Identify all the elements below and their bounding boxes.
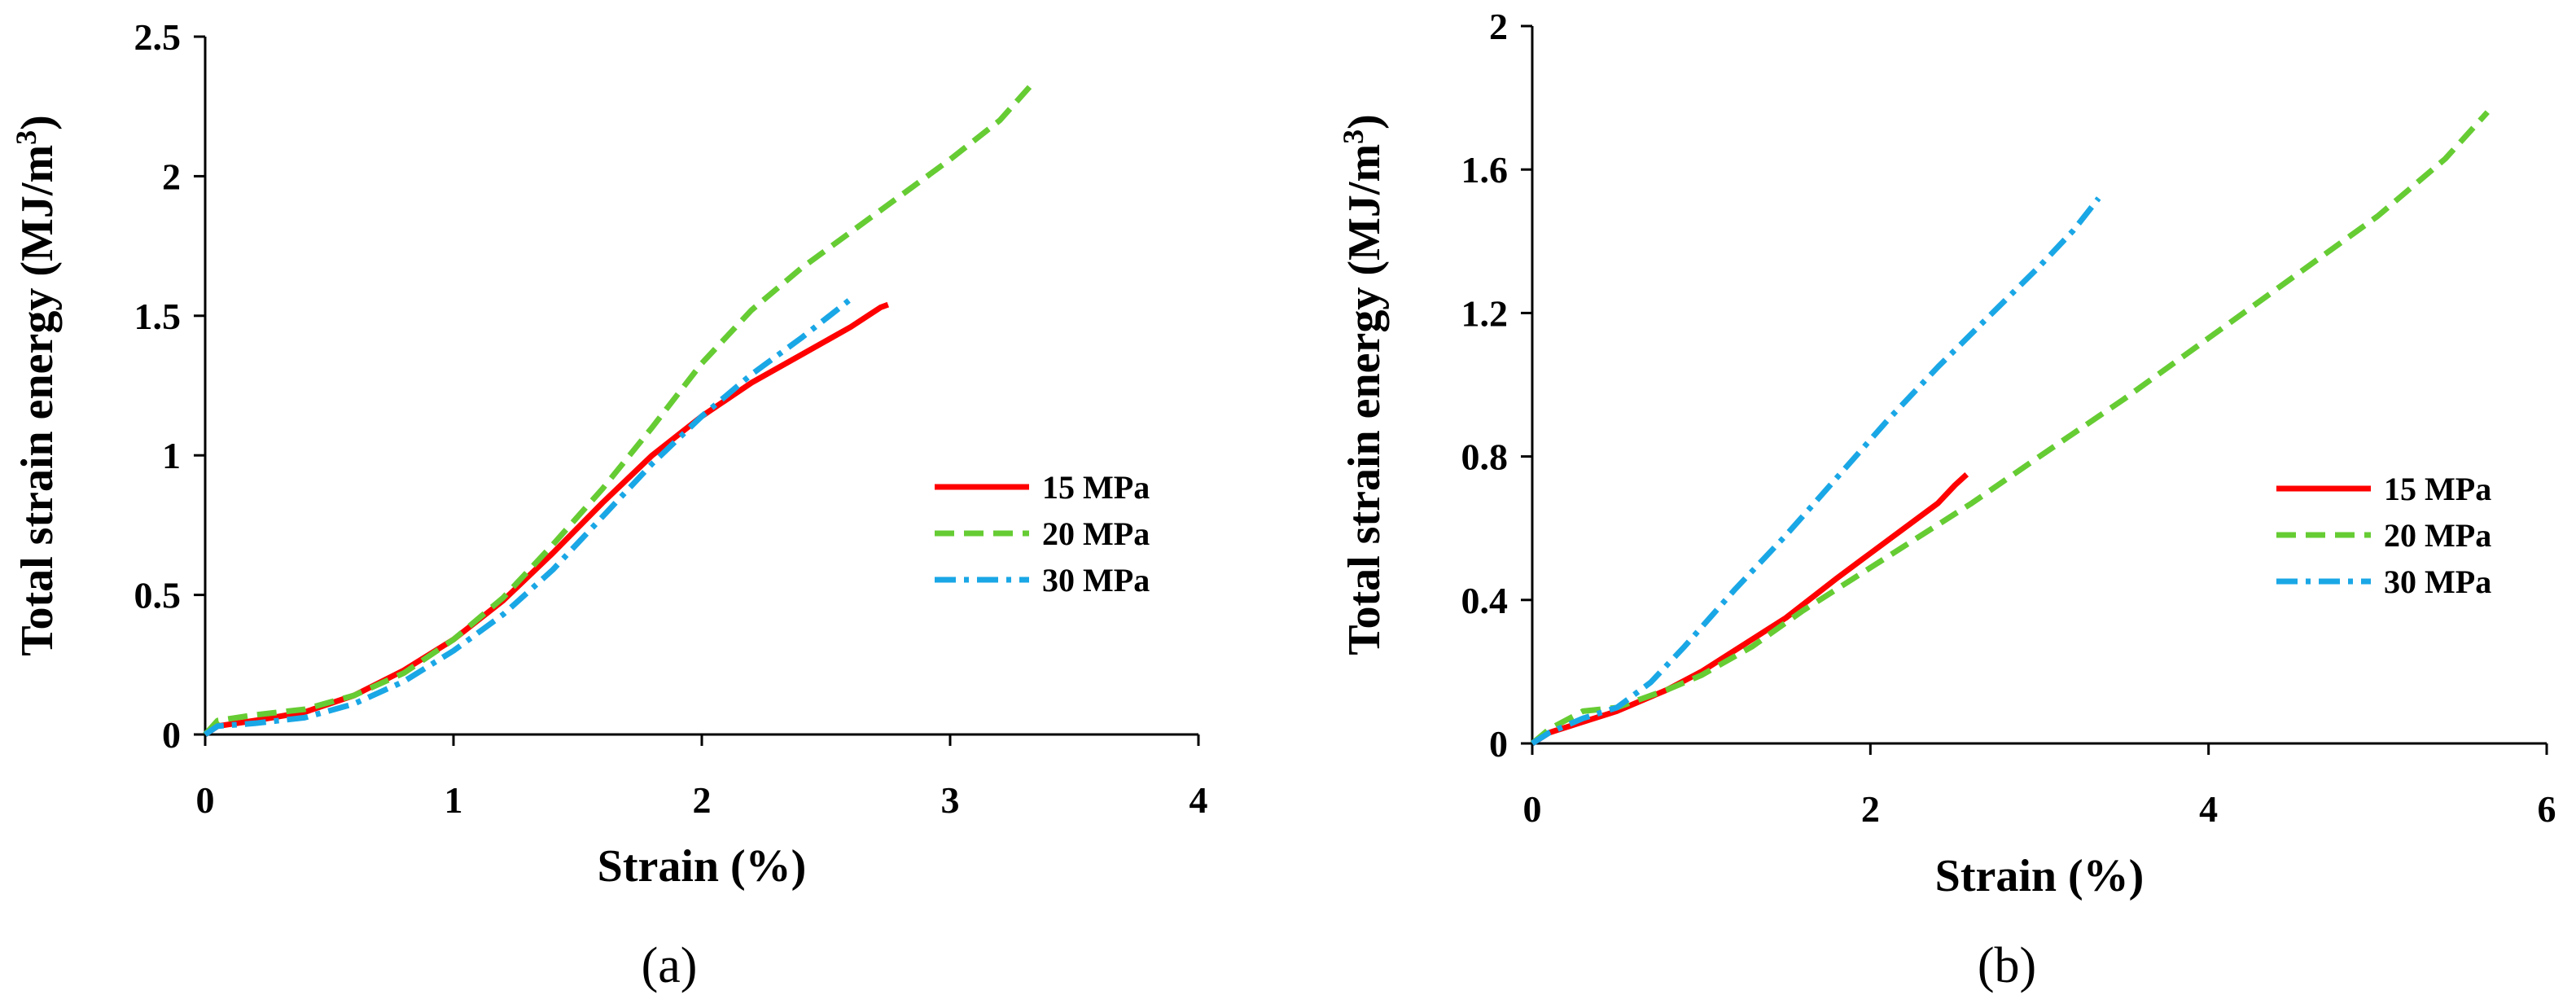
series-line-30-mpa — [204, 296, 853, 737]
y-tick-label: 0.4 — [1461, 580, 1509, 621]
y-tick-label: 2 — [1489, 6, 1508, 47]
legend-label: 30 MPa — [1042, 562, 1150, 598]
x-tick-label: 2 — [693, 779, 712, 821]
x-tick-label: 4 — [2199, 788, 2218, 830]
y-tick-label: 0.5 — [134, 575, 182, 616]
x-tick-label: 6 — [2538, 788, 2556, 830]
panel-a: 0 1 2 3 4 0 0.5 1 1.5 2 2.5 15 MPa 20 MPa 30 MPa Strai… — [10, 16, 1208, 993]
legend-label: 15 MPa — [2384, 471, 2491, 507]
x-axis-label: Strain (%) — [598, 841, 807, 892]
y-tick-label: 1.6 — [1461, 149, 1509, 191]
series-line-15-mpa — [204, 301, 890, 737]
y-tick-label: 0.8 — [1461, 436, 1509, 478]
y-tick-label: 0 — [1489, 723, 1508, 765]
y-tick-label: 0 — [162, 714, 181, 756]
x-axis-label: Strain (%) — [1935, 851, 2144, 901]
x-tick-label: 0 — [1523, 788, 1542, 830]
legend-label: 20 MPa — [1042, 515, 1150, 552]
y-tick-label: 1.5 — [134, 296, 182, 337]
x-tick-label: 3 — [941, 779, 960, 821]
panel-caption: (b) — [1978, 938, 2036, 993]
series-line-20-mpa — [203, 81, 1035, 737]
y-tick-label: 2 — [162, 156, 181, 197]
x-tick-label: 2 — [1861, 788, 1880, 830]
series-line-15-mpa — [1531, 472, 1969, 746]
legend-label: 15 MPa — [1042, 469, 1150, 506]
legend-label: 30 MPa — [2384, 563, 2491, 600]
y-tick-label: 2.5 — [134, 16, 182, 58]
y-axis-label: Total strain energy (MJ/m3) — [10, 115, 63, 656]
x-tick-label: 0 — [196, 779, 215, 821]
y-tick-label: 1.2 — [1461, 292, 1509, 334]
legend-label: 20 MPa — [2384, 517, 2491, 554]
y-axis-label: Total strain energy (MJ/m3) — [1337, 114, 1390, 655]
series-line-20-mpa — [1530, 110, 2490, 746]
panel-caption: (a) — [642, 938, 698, 993]
panel-b: 0 2 4 6 0 0.4 0.8 1.2 1.6 2 15 MPa 20 MPa 30 MPa Stra… — [1337, 6, 2556, 993]
x-tick-label: 1 — [445, 779, 463, 821]
series-line-30-mpa — [1531, 196, 2101, 746]
y-tick-label: 1 — [162, 435, 181, 476]
x-tick-label: 4 — [1189, 779, 1208, 821]
